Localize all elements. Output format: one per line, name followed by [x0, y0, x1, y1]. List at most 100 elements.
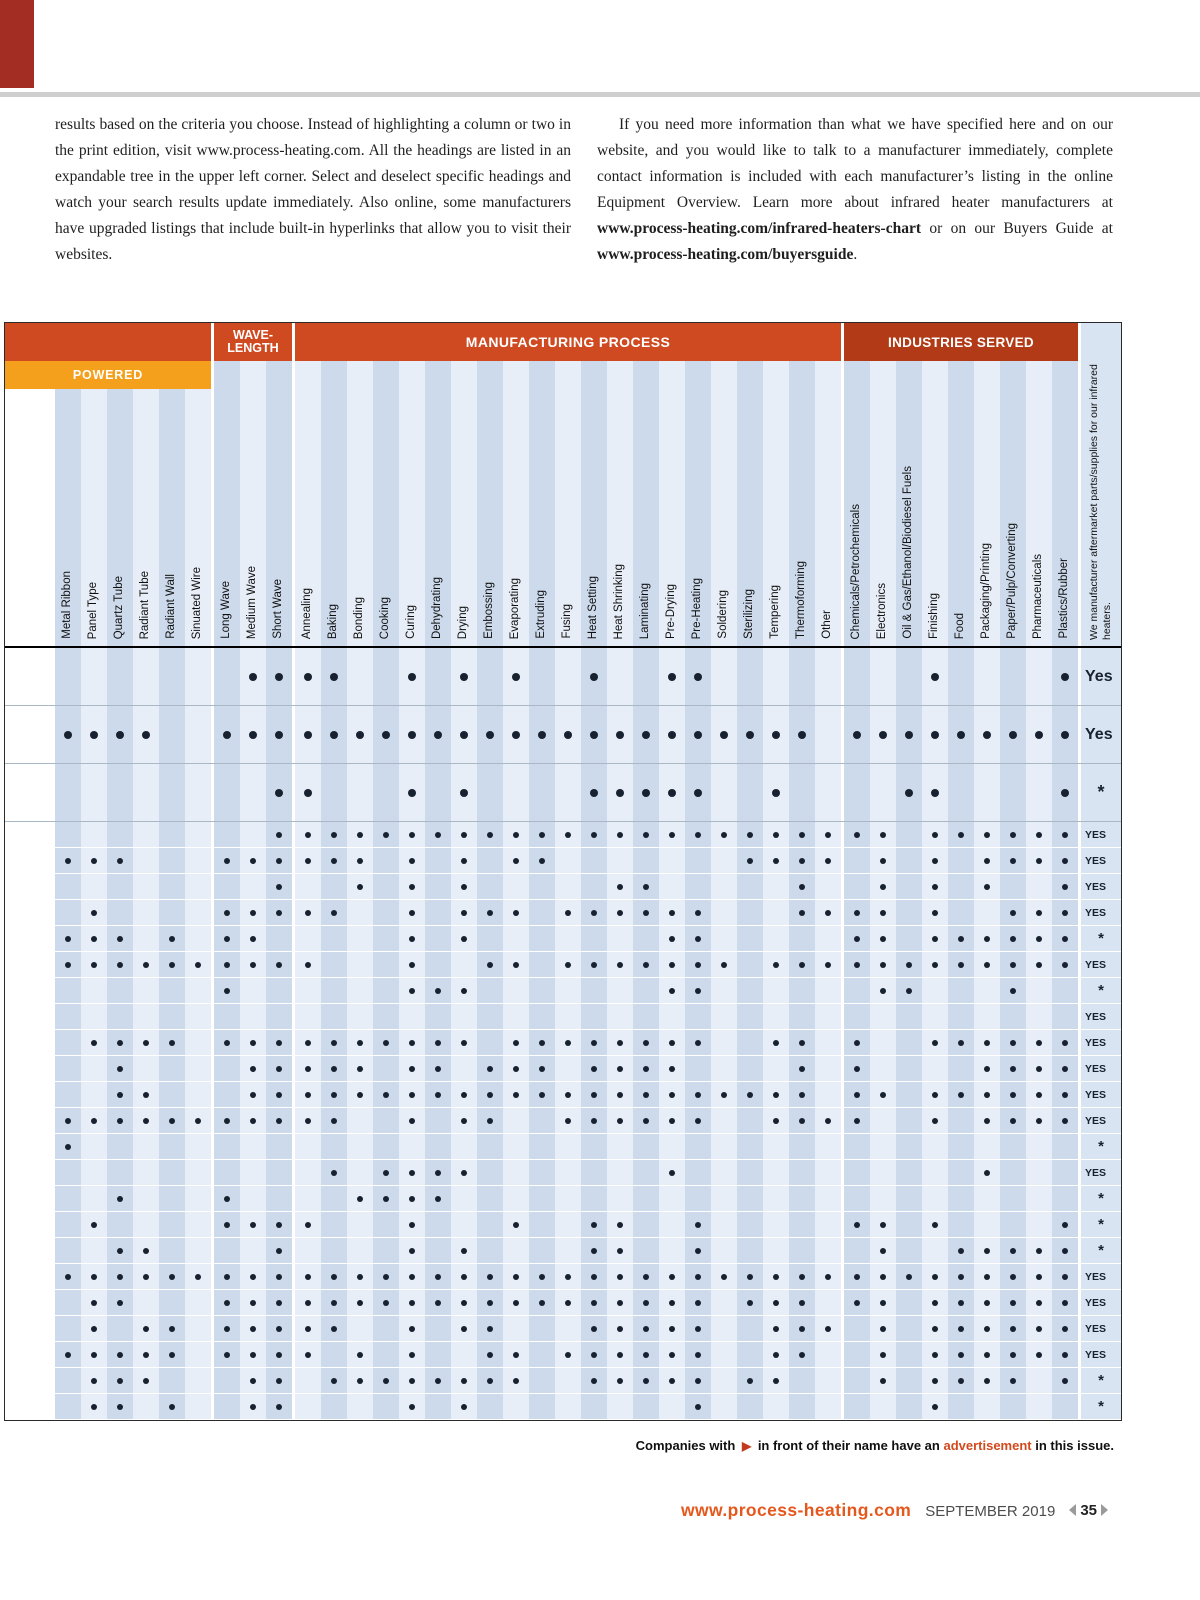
matrix-cell	[347, 1030, 373, 1055]
group-gap	[292, 1108, 295, 1133]
matrix-cell	[633, 1082, 659, 1107]
matrix-cell	[399, 926, 425, 951]
dot	[880, 1351, 886, 1358]
matrix-cell	[844, 926, 870, 951]
dot	[721, 1091, 727, 1098]
matrix-cell	[607, 1342, 633, 1367]
dot	[461, 1325, 467, 1332]
dot	[512, 672, 520, 681]
matrix-cell	[81, 1316, 107, 1341]
matrix-cell	[737, 1264, 763, 1289]
group-gap	[1078, 1238, 1081, 1263]
matrix-cell	[789, 706, 815, 763]
dot	[513, 831, 519, 838]
dot	[487, 1351, 493, 1358]
matrix-cell	[737, 978, 763, 1003]
matrix-cell	[399, 1186, 425, 1211]
dot	[382, 730, 390, 739]
table-row: Yes	[5, 706, 1121, 764]
dot	[617, 1039, 623, 1046]
group-gap	[841, 1212, 844, 1237]
matrix-cell	[295, 822, 321, 847]
matrix-cell	[295, 1316, 321, 1341]
matrix-cell	[451, 1212, 477, 1237]
matrix-cell	[133, 1030, 159, 1055]
dot	[250, 1221, 256, 1228]
dot	[879, 730, 887, 739]
matrix-cell	[55, 848, 81, 873]
dot	[487, 1377, 493, 1384]
group-gap	[292, 926, 295, 951]
matrix-cell	[711, 1212, 737, 1237]
matrix-cell	[1052, 1108, 1078, 1133]
matrix-cell	[451, 952, 477, 977]
dot	[276, 1039, 282, 1046]
group-gap	[292, 1212, 295, 1237]
dot	[461, 831, 467, 838]
matrix-cell	[266, 978, 292, 1003]
group-gap	[841, 1342, 844, 1367]
matrix-cell	[240, 706, 266, 763]
matrix-cell	[55, 1342, 81, 1367]
dot	[669, 1169, 675, 1176]
matrix-cell	[1052, 1004, 1078, 1029]
dot	[853, 730, 861, 739]
matrix-cell	[185, 1212, 211, 1237]
matrix-cell	[266, 648, 292, 705]
matrix-cell	[185, 1264, 211, 1289]
dot	[91, 1299, 97, 1306]
dot	[513, 1091, 519, 1098]
dot	[330, 672, 338, 681]
matrix-cell	[347, 952, 373, 977]
matrix-cell	[159, 1030, 185, 1055]
dot	[276, 857, 282, 864]
dot	[669, 1273, 675, 1280]
matrix-cell	[451, 1264, 477, 1289]
matrix-cell	[815, 706, 841, 763]
matrix-cell	[425, 1056, 451, 1081]
matrix-cell	[1052, 1368, 1078, 1393]
dot	[1062, 857, 1068, 864]
matrix-cell	[477, 1238, 503, 1263]
matrix-cell	[1000, 1212, 1026, 1237]
dot	[513, 1221, 519, 1228]
matrix-cell	[607, 848, 633, 873]
matrix-cell	[870, 1290, 896, 1315]
matrix-cell	[659, 1056, 685, 1081]
matrix-cell	[815, 1108, 841, 1133]
matrix-cell	[185, 1134, 211, 1159]
matrix-cell	[425, 1108, 451, 1133]
matrix-cell	[477, 706, 503, 763]
matrix-cell	[503, 1264, 529, 1289]
matrix-cell	[789, 1082, 815, 1107]
page-number-left-mark-icon	[1069, 1504, 1077, 1516]
dot	[169, 1403, 175, 1410]
dot	[880, 961, 886, 968]
matrix-cell	[685, 822, 711, 847]
matrix-cell	[844, 1186, 870, 1211]
dot	[357, 1065, 363, 1072]
column-header: Short Wave	[266, 361, 292, 646]
dot	[461, 1039, 467, 1046]
matrix-cell	[948, 1238, 974, 1263]
dot	[117, 961, 123, 968]
dot	[91, 935, 97, 942]
column-header: Long Wave	[214, 361, 240, 646]
group-gap	[1078, 978, 1081, 1003]
matrix-cell	[948, 1160, 974, 1185]
dot	[565, 961, 571, 968]
matrix-cell	[133, 764, 159, 821]
matrix-cell	[266, 848, 292, 873]
matrix-cell	[81, 764, 107, 821]
table-row: YES	[5, 1108, 1121, 1134]
matrix-cell	[659, 900, 685, 925]
matrix-cell	[789, 1290, 815, 1315]
matrix-cell	[815, 648, 841, 705]
matrix-cell	[974, 900, 1000, 925]
matrix-cell	[633, 1030, 659, 1055]
matrix-cell	[107, 1342, 133, 1367]
dot	[617, 1273, 623, 1280]
dot	[195, 1117, 201, 1124]
matrix-cell	[948, 1264, 974, 1289]
matrix-cell	[844, 1030, 870, 1055]
